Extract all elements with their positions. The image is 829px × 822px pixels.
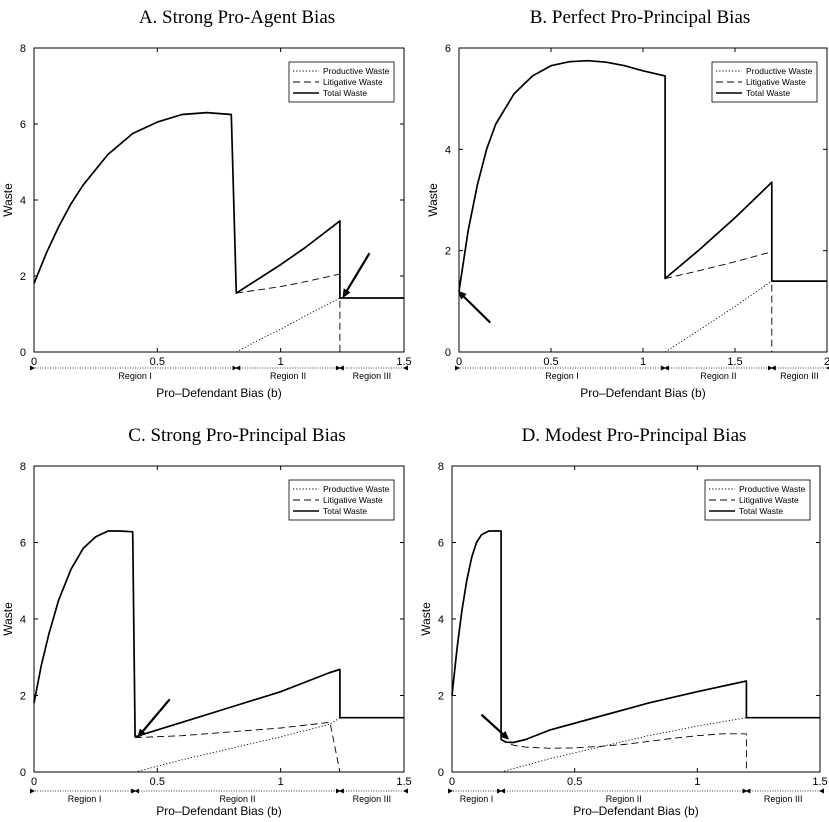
panel-b-ytick-label: 4 [445,144,451,156]
panel-d-region-label: Region II [606,794,642,804]
panel-d-series-productive-waste [500,717,820,773]
panel-d-region-label: Region III [764,794,803,804]
panel-b-pointer-arrow [461,294,492,324]
panel-c-xlabel: Pro–Defendant Bias (b) [156,804,281,818]
panel-a-ytick-label: 4 [20,195,26,207]
panel-d-xlabel: Pro–Defendant Bias (b) [573,804,698,818]
panel-c-series-productive-waste [134,717,404,773]
panel-a-xtick-label: 0.5 [150,356,165,368]
panel-b-xtick-label: 2 [824,356,829,368]
legend-entry-total-waste: Total Waste [323,88,367,98]
panel-c-ytick-label: 0 [20,767,26,779]
panel-b-xtick-label: 1 [640,356,646,368]
panel-c: C. Strong Pro-Principal Bias Waste Pro–D… [1,425,412,818]
panel-d-ytick-label: 2 [438,691,444,703]
panel-b-series-litigative-waste [664,251,773,352]
panel-d-xtick-label: 1 [694,776,700,788]
panel-c-ytick-label: 2 [20,691,26,703]
panel-d-xtick-label: 0.5 [567,776,582,788]
panel-b-region-label: Region I [545,371,579,381]
panel-b-series-total-waste [458,59,827,292]
panel-d-xtick-label: 0 [449,776,455,788]
panel-b-ytick-label: 0 [445,347,451,359]
panel-a-title: A. Strong Pro-Agent Bias [139,7,335,28]
panel-a-region-label: Region I [118,371,152,381]
panel-c-region-label: Region II [219,794,255,804]
panel-b-xtick-label: 0.5 [543,356,558,368]
panel-c-ytick-label: 4 [20,614,26,626]
panel-d-series-total-waste [451,530,820,744]
legend-entry-litigative-waste: Litigative Waste [746,77,806,87]
legend-entry-productive-waste: Productive Waste [739,484,806,494]
panel-a-series-litigative-waste [236,273,341,352]
panel-a-ylabel: Waste [1,183,15,217]
panel-b-xlabel: Pro–Defendant Bias (b) [580,386,705,400]
panel-a-region-label: Region III [353,371,392,381]
panel-a-ytick-label: 6 [20,119,26,131]
panel-a-series-total-waste [33,111,404,299]
legend-entry-litigative-waste: Litigative Waste [323,77,383,87]
panel-a-xtick-label: 0 [31,356,37,368]
panel-d-xtick-label: 1.5 [812,776,827,788]
panel-c-region-label: Region III [353,794,392,804]
panel-b-series-productive-waste [664,280,827,353]
panel-b-region-label: Region II [700,371,736,381]
panel-d-ytick-label: 4 [438,614,444,626]
panel-a-xlabel: Pro–Defendant Bias (b) [156,386,281,400]
panel-d-title: D. Modest Pro-Principal Bias [522,425,747,446]
panel-c-xtick-label: 1.5 [396,776,411,788]
panel-b: B. Perfect Pro-Principal Bias Waste Pro–… [426,7,829,400]
legend-entry-productive-waste: Productive Waste [746,66,813,76]
panel-c-xtick-label: 1 [278,776,284,788]
panel-c-ylabel: Waste [1,602,15,636]
panel-b-xtick-label: 0 [456,356,462,368]
panel-b-ytick-label: 2 [445,246,451,258]
panel-d-ytick-label: 6 [438,538,444,550]
panel-d-region-label: Region I [460,794,494,804]
panel-b-xtick-label: 1.5 [727,356,742,368]
panel-a: A. Strong Pro-Agent Bias Waste Pro–Defen… [1,7,412,400]
legend-entry-litigative-waste: Litigative Waste [739,495,799,505]
panel-b-ylabel: Waste [426,183,440,217]
panel-a-ytick-label: 0 [20,347,26,359]
legend-entry-total-waste: Total Waste [746,88,790,98]
panel-d-series-litigative-waste [500,733,747,772]
panel-c-series-litigative-waste [135,721,341,773]
panel-a-xtick-label: 1 [278,356,284,368]
panel-d-ytick-label: 8 [438,461,444,473]
legend-entry-total-waste: Total Waste [739,506,783,516]
panel-b-title: B. Perfect Pro-Principal Bias [530,7,751,28]
panel-a-ytick-label: 8 [20,43,26,55]
panel-c-series-total-waste [33,530,404,738]
legend-entry-productive-waste: Productive Waste [323,484,390,494]
legend-entry-litigative-waste: Litigative Waste [323,495,383,505]
panel-b-region-label: Region III [780,371,819,381]
panel-c-xtick-label: 0.5 [150,776,165,788]
panel-a-ytick-label: 2 [20,271,26,283]
panel-a-xtick-label: 1.5 [396,356,411,368]
panel-c-title: C. Strong Pro-Principal Bias [128,425,345,446]
panel-d-ylabel: Waste [419,602,433,636]
legend-entry-total-waste: Total Waste [323,506,367,516]
panel-a-series-productive-waste [236,297,404,353]
panel-c-ytick-label: 6 [20,538,26,550]
panel-c-region-label: Region I [68,794,102,804]
panel-c-ytick-label: 8 [20,461,26,473]
legend-entry-productive-waste: Productive Waste [323,66,390,76]
panel-a-pointer-arrow [345,252,371,294]
panel-d-ytick-label: 0 [438,767,444,779]
panel-d: D. Modest Pro-Principal Bias Waste Pro–D… [419,425,828,818]
panel-c-xtick-label: 0 [31,776,37,788]
panel-d-pointer-arrow [480,713,506,737]
panel-a-region-label: Region II [270,371,306,381]
panel-b-ytick-label: 6 [445,43,451,55]
panel-c-pointer-arrow [140,698,171,734]
